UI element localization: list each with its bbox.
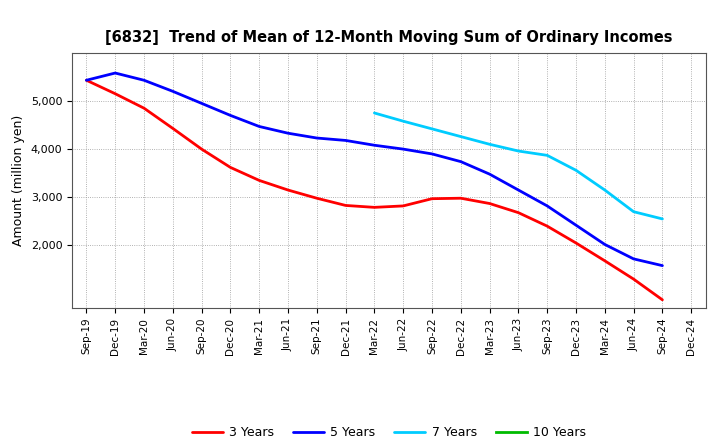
7 Years — [485, 142, 494, 147]
5 Years — [226, 113, 235, 118]
Line: 3 Years: 3 Years — [86, 80, 662, 300]
Legend: 3 Years, 5 Years, 7 Years, 10 Years: 3 Years, 5 Years, 7 Years, 10 Years — [186, 422, 591, 440]
3 Years — [312, 195, 321, 201]
5 Years — [543, 203, 552, 209]
Title: [6832]  Trend of Mean of 12-Month Moving Sum of Ordinary Incomes: [6832] Trend of Mean of 12-Month Moving … — [105, 29, 672, 45]
Y-axis label: Amount (million yen): Amount (million yen) — [12, 115, 25, 246]
5 Years — [111, 70, 120, 76]
5 Years — [456, 159, 465, 164]
5 Years — [514, 187, 523, 193]
5 Years — [428, 151, 436, 157]
5 Years — [399, 147, 408, 152]
3 Years — [370, 205, 379, 210]
7 Years — [543, 153, 552, 158]
5 Years — [341, 138, 350, 143]
5 Years — [312, 136, 321, 141]
5 Years — [658, 263, 667, 268]
5 Years — [600, 242, 609, 247]
5 Years — [485, 172, 494, 177]
3 Years — [456, 195, 465, 201]
5 Years — [629, 256, 638, 261]
3 Years — [341, 203, 350, 208]
Line: 5 Years: 5 Years — [86, 73, 662, 266]
3 Years — [111, 91, 120, 96]
3 Years — [197, 147, 206, 152]
5 Years — [284, 131, 292, 136]
7 Years — [600, 187, 609, 193]
7 Years — [370, 110, 379, 116]
3 Years — [82, 77, 91, 83]
3 Years — [514, 210, 523, 215]
3 Years — [284, 187, 292, 193]
7 Years — [399, 118, 408, 124]
3 Years — [485, 201, 494, 206]
7 Years — [428, 126, 436, 132]
5 Years — [140, 77, 148, 83]
3 Years — [543, 224, 552, 229]
3 Years — [658, 297, 667, 302]
3 Years — [255, 178, 264, 183]
3 Years — [168, 126, 177, 131]
3 Years — [629, 276, 638, 282]
7 Years — [629, 209, 638, 214]
7 Years — [658, 216, 667, 222]
7 Years — [572, 168, 580, 173]
7 Years — [456, 134, 465, 139]
3 Years — [140, 106, 148, 111]
5 Years — [255, 124, 264, 129]
3 Years — [428, 196, 436, 202]
5 Years — [572, 223, 580, 228]
3 Years — [600, 258, 609, 264]
3 Years — [399, 203, 408, 209]
Line: 7 Years: 7 Years — [374, 113, 662, 219]
3 Years — [572, 240, 580, 246]
5 Years — [370, 143, 379, 148]
5 Years — [197, 101, 206, 106]
5 Years — [82, 77, 91, 83]
3 Years — [226, 165, 235, 170]
5 Years — [168, 89, 177, 94]
7 Years — [514, 148, 523, 154]
